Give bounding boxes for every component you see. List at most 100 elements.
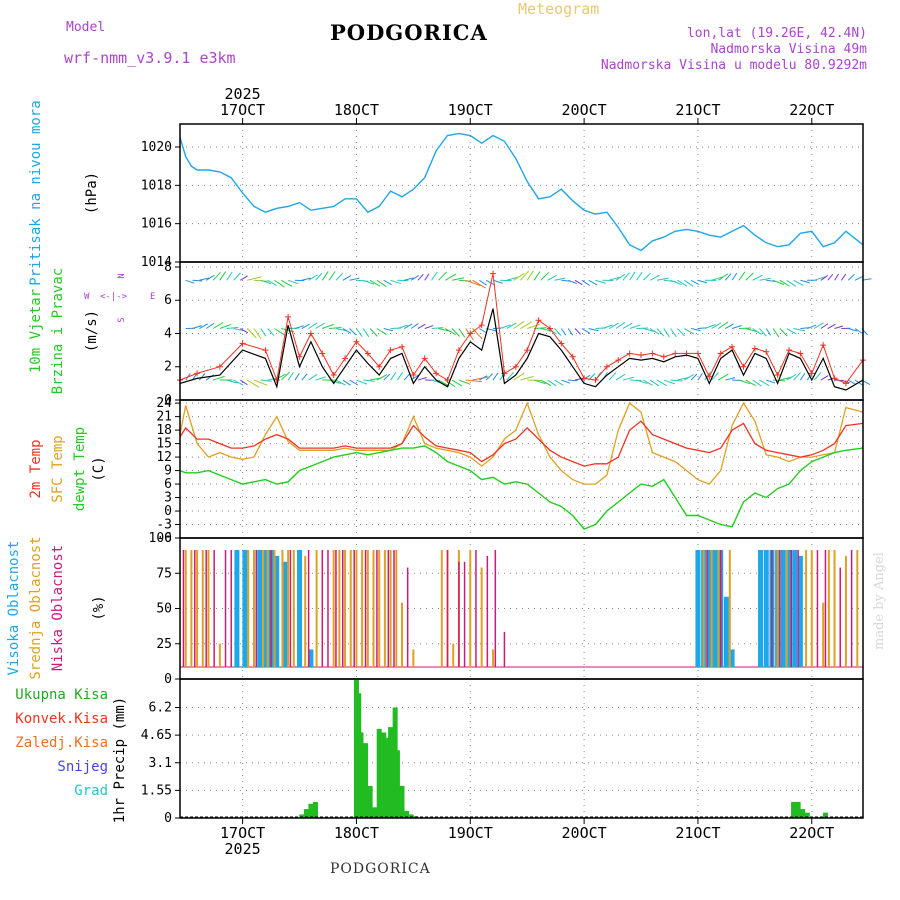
gust-marker — [364, 350, 371, 357]
wind-arrow — [219, 323, 232, 329]
date-label-bottom: 22OCT — [789, 824, 834, 842]
y-tick-label: 6.2 — [149, 701, 172, 716]
precip-bar — [367, 785, 373, 818]
wind-arrow — [390, 279, 401, 285]
date-label-top: 20OCT — [562, 101, 607, 119]
gust-marker — [307, 330, 314, 337]
wind-arrow — [581, 279, 590, 286]
temp2m-axis-title: 2m Temp — [28, 439, 44, 498]
wind-arrow — [704, 324, 716, 329]
wind-arrow — [697, 279, 708, 284]
wind-arrow — [820, 275, 829, 281]
wind-arrow — [752, 274, 763, 281]
gust-marker — [410, 372, 417, 379]
wind-arrow — [656, 379, 667, 387]
date-label-bottom: 21OCT — [675, 824, 720, 842]
precip-bar — [308, 803, 314, 818]
wind-arrow — [240, 379, 248, 386]
wind-arrow — [226, 379, 238, 384]
wind-arrow — [622, 322, 633, 329]
wind-arrow — [581, 374, 591, 381]
wind-arrow — [479, 375, 488, 381]
gust-marker — [740, 363, 747, 370]
compass-s: S — [117, 317, 127, 322]
wind-arrow — [485, 373, 493, 381]
wind-axis-title-1: 10m Vjetar — [28, 289, 44, 373]
wind-arrow — [533, 271, 541, 281]
y-tick-label: 3.1 — [149, 756, 172, 771]
wind-arrow — [786, 373, 797, 381]
gust-marker — [467, 330, 474, 337]
wind-arrow — [786, 279, 797, 287]
altitude-text: Nadmorska Visina 49m — [710, 42, 867, 57]
wind-arrow — [363, 279, 375, 285]
wind-arrow — [718, 373, 729, 381]
date-label-top: 18OCT — [334, 101, 379, 119]
wind-arrow — [390, 372, 397, 381]
wind-arrow — [356, 328, 363, 338]
y-tick-label: 1016 — [141, 217, 172, 232]
wind-arrow — [212, 322, 224, 329]
wind-arrow — [329, 326, 342, 330]
precip-bar — [394, 750, 400, 818]
precip-bar — [358, 732, 364, 818]
wind-arrow — [560, 328, 567, 336]
gust-marker — [262, 347, 269, 354]
wind-arrow — [567, 328, 574, 336]
wind-arrow — [205, 374, 215, 381]
wind-arrow — [458, 379, 471, 385]
wind-arrow — [848, 328, 858, 332]
gust-marker — [455, 347, 462, 354]
wind-arrow — [240, 328, 249, 334]
wind-arrow — [451, 277, 465, 281]
wind-arrow — [376, 279, 387, 287]
gust-marker — [330, 372, 337, 379]
lonlat-text: lon,lat (19.26E, 42.4N) — [686, 26, 867, 41]
wind-arrow — [465, 279, 481, 287]
wind-arrow — [444, 379, 456, 388]
gust-marker — [638, 352, 645, 359]
wind-arrow — [431, 327, 444, 330]
wind-arrow — [410, 274, 420, 281]
wind-arrow — [711, 372, 719, 381]
wind-arrow — [335, 379, 346, 386]
temp-unit: (C) — [91, 456, 107, 481]
wind-arrow — [547, 379, 557, 387]
wind-arrow — [738, 271, 746, 281]
wind-arrow — [294, 325, 304, 329]
wind-arrow — [752, 379, 762, 387]
wind-arrow — [527, 323, 540, 329]
wind-arrow — [274, 279, 285, 288]
model-label: Model — [66, 20, 106, 35]
gust-marker — [820, 342, 827, 349]
wind-arrow — [718, 273, 729, 281]
wind-arrow — [547, 274, 557, 281]
wind-arrow — [540, 379, 552, 387]
wind-speed-line — [179, 308, 864, 391]
gust-marker — [808, 370, 815, 377]
wind-arrow — [397, 324, 408, 329]
wind-arrow — [629, 379, 642, 382]
pressure-unit: (hPa) — [84, 172, 100, 214]
wind-arrow — [383, 373, 391, 381]
wind-arrow — [533, 379, 546, 385]
precip-bar — [408, 814, 414, 818]
wind-arrow — [649, 328, 660, 335]
wind-arrow — [670, 279, 682, 285]
wind-arrow — [588, 279, 598, 286]
wind-arrow — [410, 323, 419, 329]
gust-marker — [296, 353, 303, 360]
wind-arrow — [315, 272, 323, 281]
temp2m-line — [179, 420, 864, 467]
wind-arrow — [772, 328, 780, 338]
wind-arrow — [615, 322, 626, 329]
wind-arrow — [602, 324, 613, 329]
y-tick-label: 3 — [164, 491, 172, 506]
wind-axis-title-2: Brzina i Pravac — [50, 268, 66, 394]
compass-arrows: <-|-> — [100, 292, 128, 302]
wind-arrow — [752, 328, 762, 335]
gust-marker — [569, 353, 576, 360]
y-tick-label: 4.65 — [141, 728, 172, 743]
wind-arrow — [260, 328, 267, 337]
wind-arrow — [369, 279, 381, 287]
